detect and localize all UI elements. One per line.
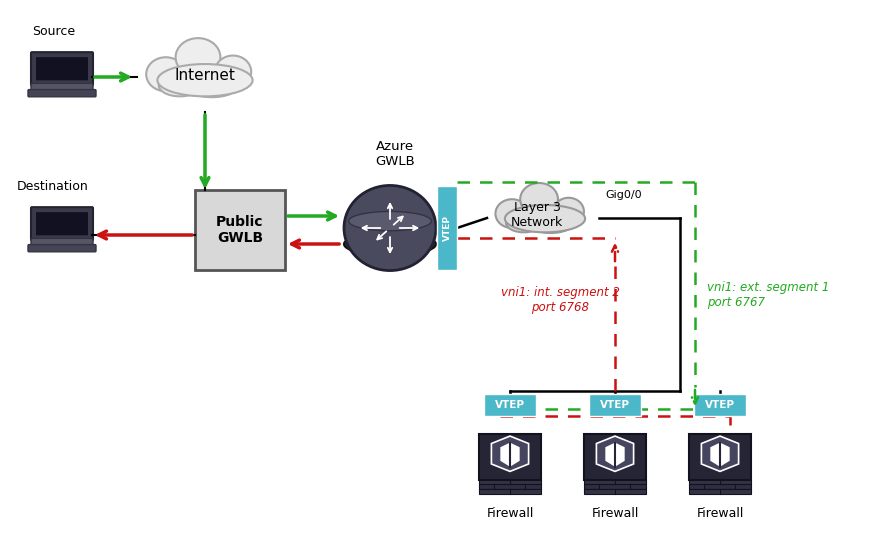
Text: VTEP: VTEP bbox=[442, 215, 451, 241]
Ellipse shape bbox=[504, 205, 584, 232]
Ellipse shape bbox=[344, 232, 436, 256]
Polygon shape bbox=[701, 436, 738, 471]
Text: vni1: int. segment 2
port 6768: vni1: int. segment 2 port 6768 bbox=[500, 286, 619, 314]
Text: Internet: Internet bbox=[175, 67, 235, 82]
Text: vni1: ext. segment 1
port 6767: vni1: ext. segment 1 port 6767 bbox=[706, 281, 829, 309]
Text: Firewall: Firewall bbox=[486, 507, 533, 520]
Ellipse shape bbox=[528, 213, 573, 233]
Ellipse shape bbox=[215, 56, 251, 88]
Text: VTEP: VTEP bbox=[704, 400, 734, 410]
Ellipse shape bbox=[344, 186, 436, 271]
Text: Destination: Destination bbox=[17, 180, 89, 193]
FancyBboxPatch shape bbox=[583, 434, 645, 480]
Polygon shape bbox=[491, 436, 528, 471]
Text: Source: Source bbox=[32, 25, 75, 38]
FancyBboxPatch shape bbox=[31, 207, 93, 240]
Text: Azure
GWLB: Azure GWLB bbox=[374, 140, 415, 168]
Text: Firewall: Firewall bbox=[590, 507, 638, 520]
FancyBboxPatch shape bbox=[31, 83, 93, 92]
FancyBboxPatch shape bbox=[583, 480, 645, 484]
FancyBboxPatch shape bbox=[36, 212, 88, 235]
FancyBboxPatch shape bbox=[479, 484, 540, 489]
Ellipse shape bbox=[175, 38, 220, 76]
Text: Gig0/0: Gig0/0 bbox=[604, 190, 641, 200]
FancyBboxPatch shape bbox=[437, 186, 457, 270]
FancyBboxPatch shape bbox=[688, 489, 750, 494]
Text: VTEP: VTEP bbox=[495, 400, 524, 410]
FancyBboxPatch shape bbox=[688, 434, 750, 480]
FancyBboxPatch shape bbox=[483, 394, 535, 416]
Text: Layer 3
Network: Layer 3 Network bbox=[510, 201, 562, 229]
Polygon shape bbox=[595, 436, 633, 471]
Ellipse shape bbox=[159, 75, 201, 96]
Ellipse shape bbox=[495, 199, 528, 228]
FancyBboxPatch shape bbox=[588, 394, 640, 416]
Polygon shape bbox=[604, 443, 624, 466]
FancyBboxPatch shape bbox=[479, 480, 540, 484]
Ellipse shape bbox=[157, 64, 253, 96]
Text: Firewall: Firewall bbox=[695, 507, 743, 520]
FancyBboxPatch shape bbox=[583, 484, 645, 489]
Text: VTEP: VTEP bbox=[599, 400, 630, 410]
FancyBboxPatch shape bbox=[31, 52, 93, 86]
FancyBboxPatch shape bbox=[693, 394, 745, 416]
FancyBboxPatch shape bbox=[28, 245, 96, 252]
Polygon shape bbox=[500, 443, 519, 466]
Ellipse shape bbox=[146, 57, 185, 91]
Ellipse shape bbox=[185, 73, 239, 97]
FancyBboxPatch shape bbox=[688, 484, 750, 489]
Text: Public
GWLB: Public GWLB bbox=[216, 215, 263, 245]
Ellipse shape bbox=[553, 198, 583, 225]
Ellipse shape bbox=[520, 183, 558, 215]
Ellipse shape bbox=[348, 211, 431, 231]
FancyBboxPatch shape bbox=[195, 190, 285, 270]
FancyBboxPatch shape bbox=[28, 90, 96, 97]
FancyBboxPatch shape bbox=[479, 434, 540, 480]
Polygon shape bbox=[709, 443, 729, 466]
FancyBboxPatch shape bbox=[688, 480, 750, 484]
FancyBboxPatch shape bbox=[36, 57, 88, 81]
Ellipse shape bbox=[505, 214, 541, 232]
FancyBboxPatch shape bbox=[583, 489, 645, 494]
FancyBboxPatch shape bbox=[479, 489, 540, 494]
FancyBboxPatch shape bbox=[31, 239, 93, 247]
